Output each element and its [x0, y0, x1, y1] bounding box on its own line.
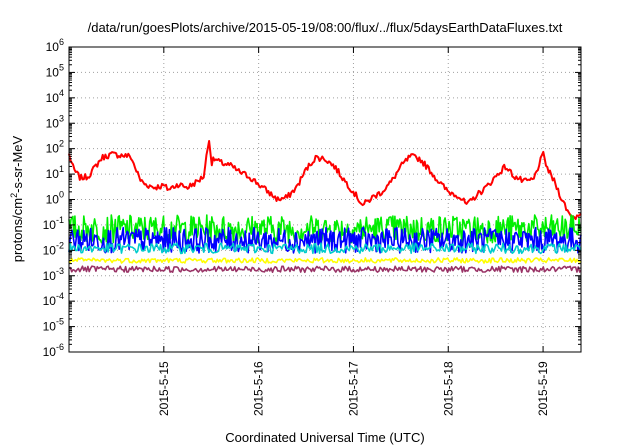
series-line [68, 257, 582, 264]
x-tick-label: 2015-5-17 [346, 361, 360, 416]
y-tick-label-exponent: 2 [59, 139, 64, 149]
x-tick-label: 2015-5-15 [157, 361, 171, 416]
y-tick-label-base: 10 [46, 167, 60, 181]
y-tick-label-base: 10 [46, 40, 60, 54]
y-axis-title-sup: 2 [9, 193, 19, 198]
y-tick-label: 10-3 [43, 266, 64, 283]
series-line [68, 265, 582, 274]
y-axis-title-base: protons/cm [10, 198, 25, 262]
grid [69, 47, 581, 352]
chart-title: /data/run/goesPlots/archive/2015-05-19/0… [88, 20, 563, 35]
x-tick-label: 2015-5-19 [536, 361, 550, 416]
y-tick-label: 10-2 [43, 240, 64, 257]
y-tick-labels: 10-610-510-410-310-210-11001011021031041… [43, 37, 64, 359]
y-tick-label: 100 [46, 190, 64, 207]
y-tick-label: 10-6 [43, 342, 64, 359]
y-tick-label-exponent: 0 [59, 190, 64, 200]
y-tick-label: 103 [46, 113, 64, 130]
y-tick-label-base: 10 [43, 243, 57, 257]
y-tick-label-base: 10 [43, 269, 57, 283]
y-tick-label: 10-4 [43, 291, 64, 308]
y-tick-label: 10-5 [43, 317, 64, 334]
x-tick-label: 2015-5-16 [252, 361, 266, 416]
y-axis-title: protons/cm2-s-sr-MeV [9, 135, 25, 262]
y-tick-label-base: 10 [46, 142, 60, 156]
y-tick-label-exponent: 6 [59, 37, 64, 47]
x-tick-labels: 2015-5-15 2015-5-16 2015-5-17 2015-5-18 2015… [157, 361, 550, 416]
y-tick-label: 106 [46, 37, 64, 54]
series-line [68, 226, 582, 254]
y-tick-label-base: 10 [46, 116, 60, 130]
y-tick-label-exponent: -2 [56, 240, 64, 250]
x-tick-label: 2015-5-18 [441, 361, 455, 416]
y-tick-label: 104 [46, 88, 64, 105]
y-tick-label: 105 [46, 62, 64, 79]
y-tick-label-base: 10 [43, 320, 57, 334]
y-tick-label-exponent: 4 [59, 88, 64, 98]
y-tick-label-base: 10 [46, 65, 60, 79]
y-axis-title-rest: -s-sr-MeV [10, 135, 25, 192]
y-tick-label-exponent: 1 [59, 164, 64, 174]
y-tick-label-exponent: -1 [56, 215, 64, 225]
axis-ticks [69, 46, 581, 353]
y-tick-label: 101 [46, 164, 64, 181]
y-tick-label-exponent: -5 [56, 317, 64, 327]
y-tick-label-exponent: -3 [56, 266, 64, 276]
y-tick-label-base: 10 [46, 91, 60, 105]
series-line [68, 242, 582, 255]
x-axis-title: Coordinated Universal Time (UTC) [225, 430, 424, 445]
y-tick-label: 102 [46, 139, 64, 156]
y-tick-label-exponent: 5 [59, 62, 64, 72]
y-tick-label-exponent: 3 [59, 113, 64, 123]
y-tick-label-exponent: -6 [56, 342, 64, 352]
y-tick-label-exponent: -4 [56, 291, 64, 301]
series-layer [68, 140, 582, 274]
y-tick-label-base: 10 [43, 345, 57, 359]
y-tick-label: 10-1 [43, 215, 64, 232]
y-tick-label-base: 10 [46, 193, 60, 207]
y-tick-label-base: 10 [43, 294, 57, 308]
series-line [68, 140, 582, 221]
y-tick-label-base: 10 [43, 218, 57, 232]
